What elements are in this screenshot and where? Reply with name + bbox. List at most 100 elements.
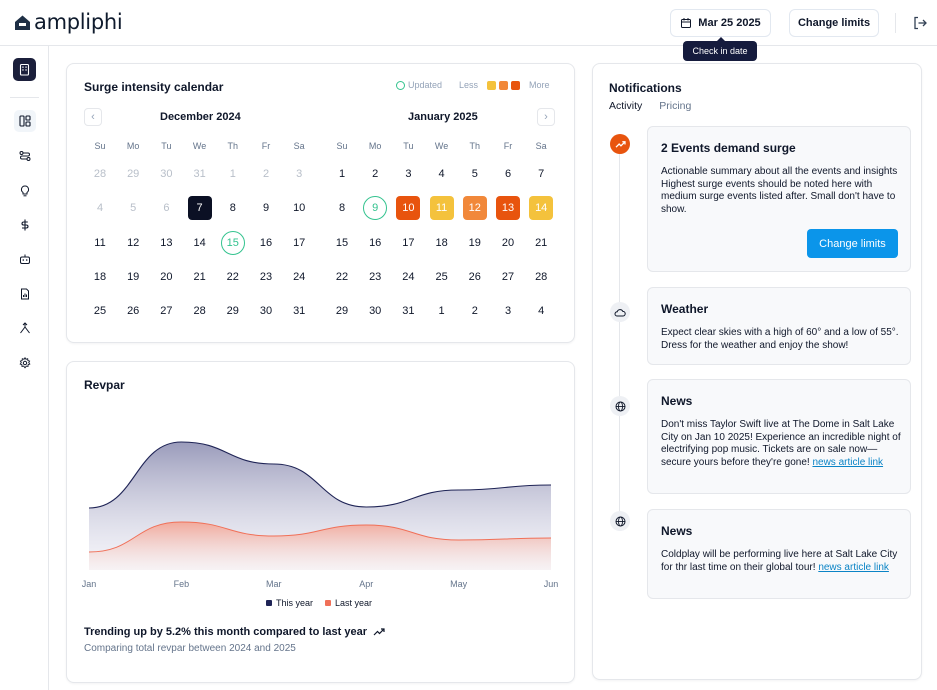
calendar-day[interactable]: 23 xyxy=(369,270,382,283)
layout-icon xyxy=(19,115,31,127)
news-article-link[interactable]: news article link xyxy=(818,561,889,573)
calendar-day[interactable]: 28 xyxy=(193,305,206,318)
calendar-day[interactable]: 7 xyxy=(187,196,212,221)
calendar-day[interactable]: 16 xyxy=(369,236,382,249)
calendar-day[interactable]: 15 xyxy=(220,230,245,255)
calendar-day[interactable]: 4 xyxy=(438,168,445,180)
calendar-day[interactable]: 25 xyxy=(93,305,107,318)
calendar-day[interactable]: 8 xyxy=(229,202,236,215)
calendar-day[interactable]: 27 xyxy=(501,270,515,283)
calendar-day[interactable]: 31 xyxy=(402,305,415,318)
calendar-day[interactable]: 6 xyxy=(504,168,512,180)
calendar-day[interactable]: 26 xyxy=(127,305,140,318)
calendar-day[interactable]: 19 xyxy=(127,270,140,283)
app-logo[interactable]: ampliphi xyxy=(14,10,123,34)
calendar-day[interactable]: 12 xyxy=(462,196,487,221)
next-month-button[interactable]: › xyxy=(537,108,555,126)
calendar-day[interactable]: 11 xyxy=(94,236,106,249)
calendar-day[interactable]: 4 xyxy=(96,202,104,215)
calendar-day[interactable]: 19 xyxy=(468,236,481,249)
calendar-day[interactable]: 1 xyxy=(229,168,236,180)
calendar-day[interactable]: 21 xyxy=(193,270,206,283)
change-limits-button[interactable]: Change limits xyxy=(789,9,879,37)
sidebar-item-bot[interactable] xyxy=(14,248,36,270)
calendar-day[interactable]: 28 xyxy=(93,168,107,180)
calendar-day[interactable]: 24 xyxy=(402,270,415,283)
calendar-day[interactable]: 31 xyxy=(193,168,206,180)
calendar-day[interactable]: 4 xyxy=(538,305,545,318)
sidebar-item-reports[interactable] xyxy=(14,283,36,305)
tab-activity[interactable]: Activity xyxy=(609,100,643,112)
sidebar-item-routes[interactable] xyxy=(14,145,36,167)
notification-news-coldplay: News Coldplay will be performing live he… xyxy=(647,509,911,599)
notification-body-text: Coldplay will be performing live here at… xyxy=(661,549,898,573)
calendar-day[interactable]: 5 xyxy=(471,168,478,180)
calendar-day[interactable]: 2 xyxy=(471,305,478,318)
sidebar-item-building[interactable] xyxy=(13,58,36,81)
sidebar-item-insights[interactable] xyxy=(14,180,36,202)
calendar-day[interactable]: 22 xyxy=(226,270,239,283)
sidebar-item-pricing[interactable] xyxy=(14,214,36,236)
calendar-day[interactable]: 1 xyxy=(338,168,346,180)
calendar-day[interactable]: 18 xyxy=(435,236,448,249)
calendar-day[interactable]: 5 xyxy=(130,202,137,215)
calendar-day[interactable]: 9 xyxy=(363,196,388,221)
calendar-day[interactable]: 21 xyxy=(535,236,548,249)
calendar-day[interactable]: 17 xyxy=(293,236,306,249)
calendar-day[interactable]: 20 xyxy=(501,236,515,249)
calendar-day[interactable]: 14 xyxy=(193,236,206,249)
calendar-day[interactable]: 30 xyxy=(369,305,382,318)
check-in-date-button[interactable]: Mar 25 2025 xyxy=(670,9,771,37)
calendar-day[interactable]: 12 xyxy=(127,236,140,249)
calendar-day[interactable]: 18 xyxy=(93,270,107,283)
calendar-day[interactable]: 29 xyxy=(335,305,349,318)
calendar-day[interactable]: 22 xyxy=(335,270,349,283)
notification-title: Weather xyxy=(661,302,709,316)
calendar-day[interactable]: 10 xyxy=(293,202,306,215)
calendar-day[interactable]: 30 xyxy=(160,168,173,180)
calendar-day[interactable]: 26 xyxy=(468,270,481,283)
calendar-day[interactable]: 29 xyxy=(127,168,140,180)
calendar-day[interactable]: 3 xyxy=(405,168,412,180)
calendar-day[interactable]: 27 xyxy=(160,305,173,318)
settings-icon xyxy=(19,357,31,369)
sidebar-item-dashboard[interactable] xyxy=(14,110,36,132)
calendar-day[interactable]: 24 xyxy=(293,270,306,283)
notification-title: 2 Events demand surge xyxy=(661,141,796,155)
calendar-day[interactable]: 6 xyxy=(163,202,170,215)
calendar-day[interactable]: 2 xyxy=(372,168,379,180)
calendar-day[interactable]: 11 xyxy=(429,196,454,221)
calendar-day[interactable]: 30 xyxy=(259,305,273,318)
calendar-day[interactable]: 3 xyxy=(504,305,512,318)
weekday-label: Sa xyxy=(535,141,547,151)
calendar-day[interactable]: 3 xyxy=(296,168,303,180)
calendar-day[interactable]: 28 xyxy=(535,270,548,283)
calendar-day[interactable]: 14 xyxy=(529,196,554,221)
notification-title: News xyxy=(661,524,693,538)
calendar-day[interactable]: 10 xyxy=(396,196,421,221)
calendar-day[interactable]: 13 xyxy=(496,196,520,221)
calendar-day[interactable]: 31 xyxy=(293,305,306,318)
calendar-day[interactable]: 15 xyxy=(335,236,349,249)
cloud-icon xyxy=(614,308,626,316)
calendar-day[interactable]: 20 xyxy=(160,270,173,283)
calendar-day[interactable]: 17 xyxy=(402,236,415,249)
change-limits-action-button[interactable]: Change limits xyxy=(807,229,898,258)
logout-icon[interactable] xyxy=(912,15,928,31)
calendar-day[interactable]: 13 xyxy=(160,236,173,249)
calendar-day[interactable]: 9 xyxy=(262,202,270,215)
notification-body: Don't miss Taylor Swift live at The Dome… xyxy=(661,419,901,469)
calendar-day[interactable]: 25 xyxy=(435,270,448,283)
calendar-day[interactable]: 16 xyxy=(259,236,273,249)
calendar-day[interactable]: 7 xyxy=(538,168,545,180)
tab-pricing[interactable]: Pricing xyxy=(659,100,692,112)
news-article-link[interactable]: news article link xyxy=(812,456,884,468)
calendar-day[interactable]: 8 xyxy=(338,202,346,215)
calendar-day[interactable]: 23 xyxy=(259,270,273,283)
calendar-day[interactable]: 1 xyxy=(438,305,445,318)
sidebar-item-settings[interactable] xyxy=(14,352,36,374)
calendar-day[interactable]: 29 xyxy=(226,305,239,318)
sidebar-item-merge[interactable] xyxy=(14,317,36,339)
calendar-day[interactable]: 2 xyxy=(262,168,270,180)
prev-month-button[interactable]: ‹ xyxy=(84,108,102,126)
